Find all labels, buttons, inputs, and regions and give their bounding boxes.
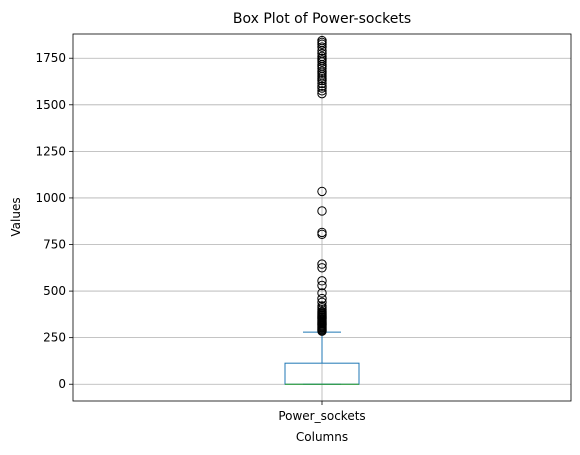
y-tick-label: 0 bbox=[58, 377, 66, 391]
chart-title: Box Plot of Power-sockets bbox=[233, 11, 411, 27]
outlier-point bbox=[317, 42, 327, 52]
outlier-point bbox=[317, 288, 327, 298]
outlier-point bbox=[317, 86, 327, 96]
x-axis-label: Columns bbox=[296, 430, 348, 444]
y-tick-label: 1750 bbox=[35, 51, 66, 65]
axis-layer: 0 250 500 750 1000 1250 1500 1750 Power_sockets bbox=[35, 51, 365, 423]
outlier-point bbox=[317, 88, 327, 99]
x-tick-label: Power_sockets bbox=[278, 409, 365, 423]
y-tick-label: 250 bbox=[43, 331, 66, 345]
outlier-point bbox=[317, 280, 327, 291]
outlier-point bbox=[317, 66, 327, 76]
y-tick-label: 750 bbox=[43, 238, 66, 252]
outlier-point bbox=[317, 263, 327, 273]
outlier-point bbox=[317, 301, 327, 311]
y-tick-label: 500 bbox=[43, 284, 66, 298]
y-tick-label: 1250 bbox=[35, 144, 66, 158]
outlier-point bbox=[317, 206, 327, 216]
grid-layer bbox=[73, 34, 571, 401]
outlier-point bbox=[317, 227, 327, 238]
outlier-point bbox=[317, 186, 327, 197]
outlier-point bbox=[317, 276, 327, 286]
outlier-point bbox=[317, 293, 327, 304]
outlier-point bbox=[317, 297, 327, 307]
outlier-point bbox=[317, 259, 327, 269]
outlier-point bbox=[317, 51, 327, 62]
outlier-point bbox=[317, 81, 327, 91]
y-axis-label: Values bbox=[9, 197, 23, 236]
y-tick-label: 1500 bbox=[35, 98, 66, 112]
outlier-point bbox=[317, 35, 327, 46]
plot-layer bbox=[284, 35, 360, 385]
y-tick-label: 1000 bbox=[35, 191, 66, 205]
outlier-point bbox=[317, 48, 327, 59]
